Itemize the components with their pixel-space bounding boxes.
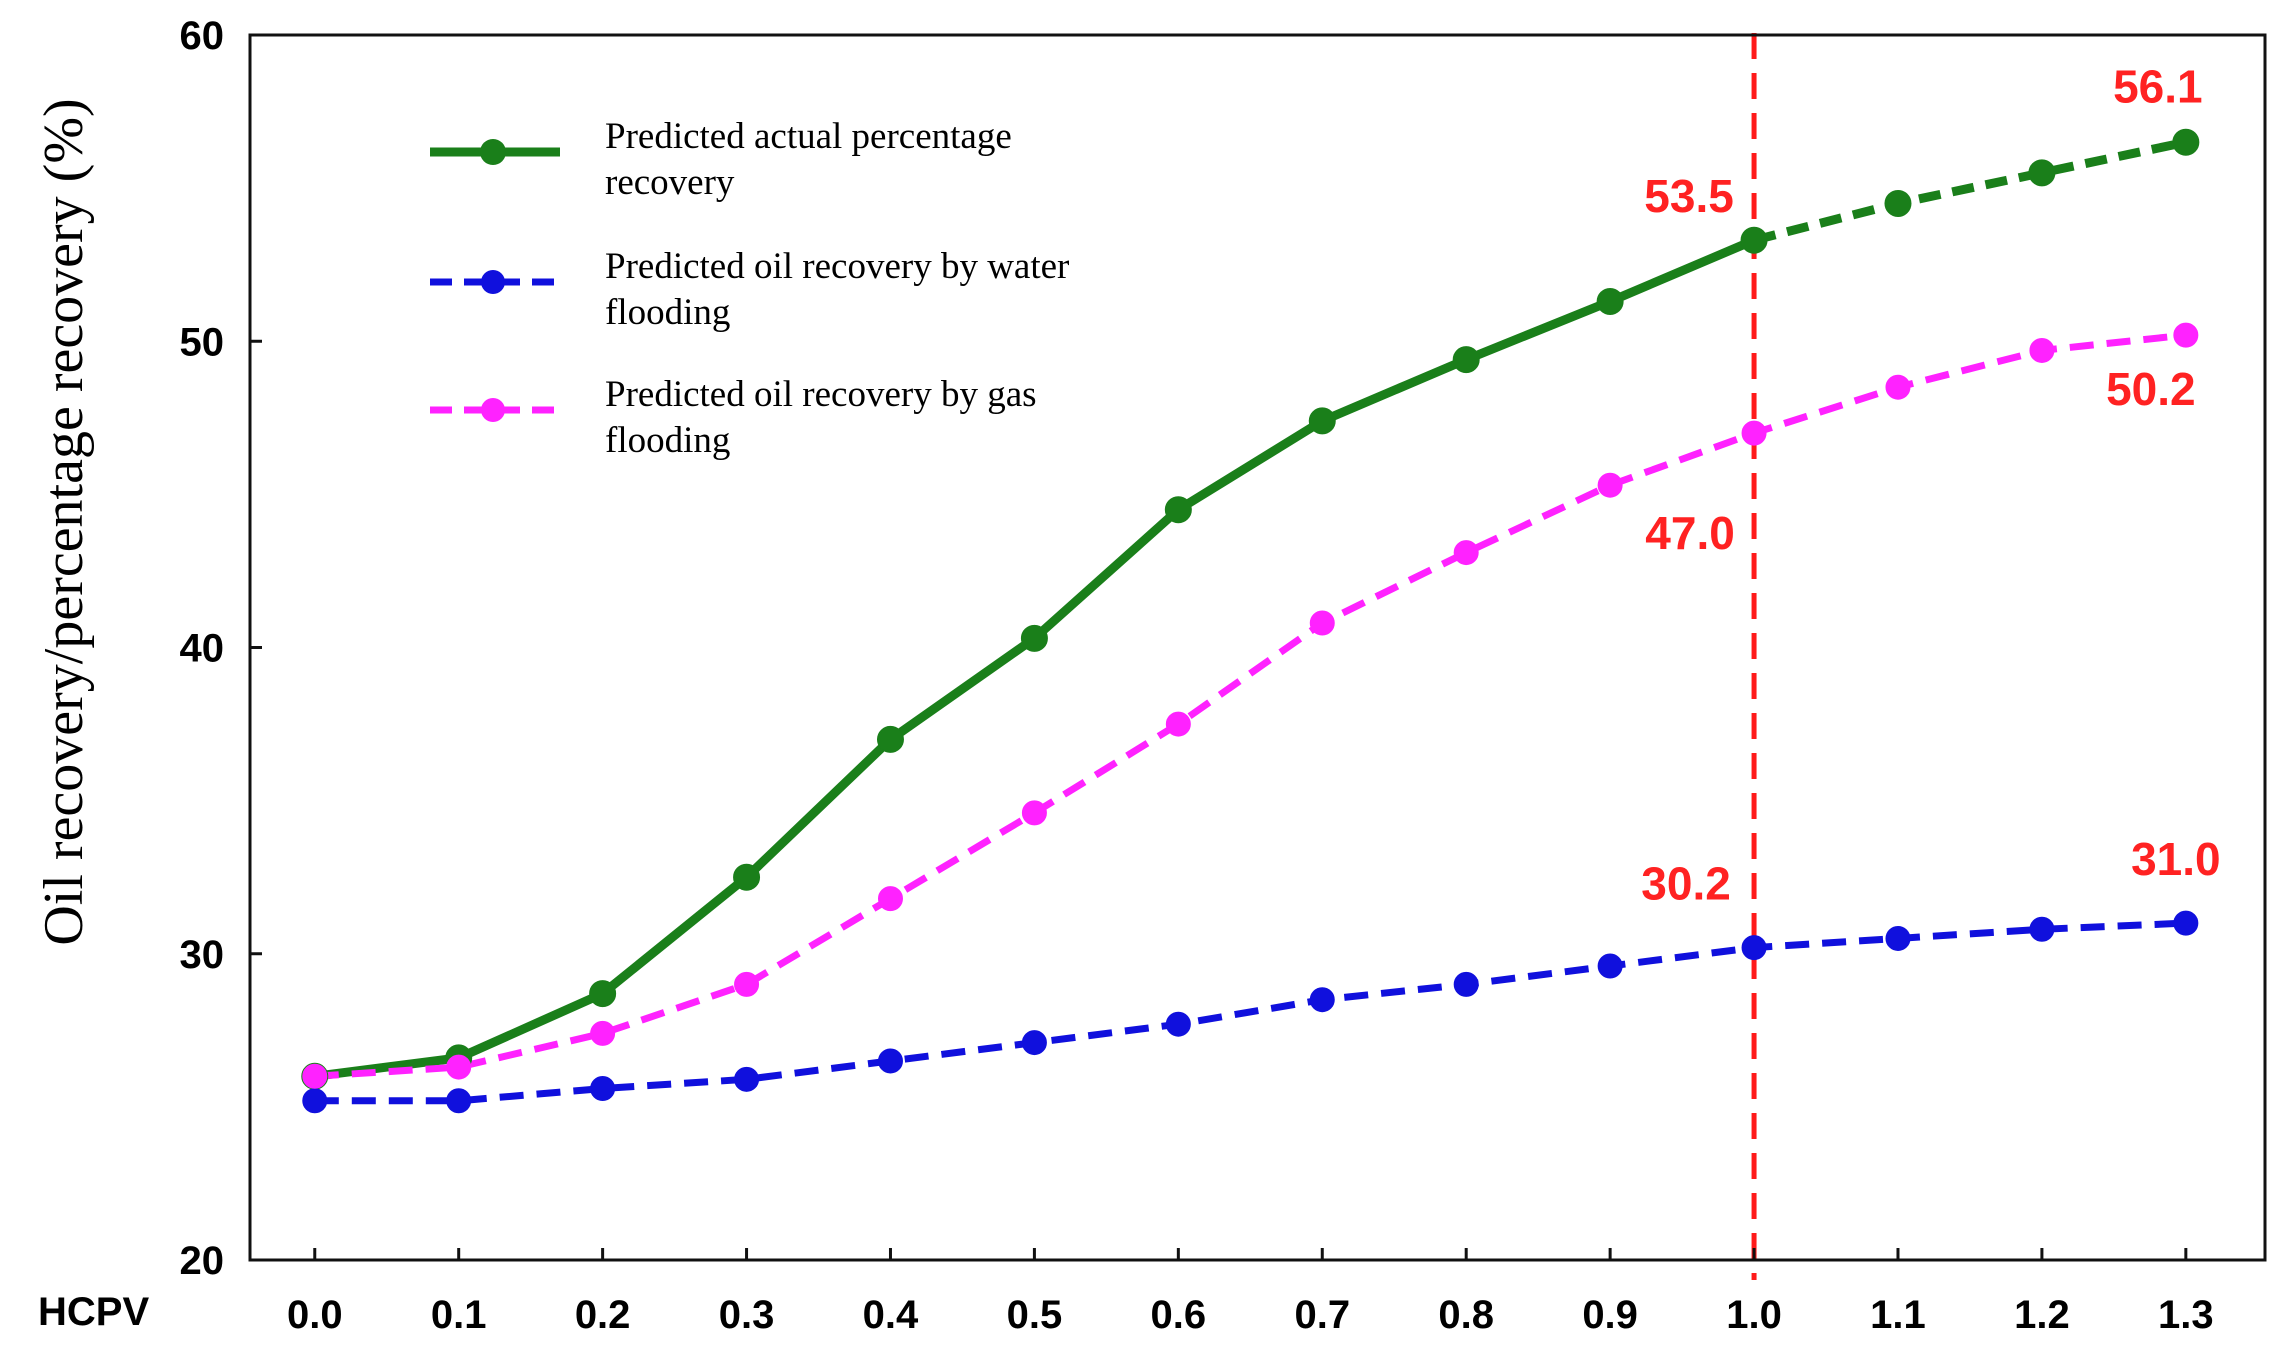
x-tick-label: 0.5	[1007, 1293, 1063, 1337]
y-tick-label: 40	[180, 627, 225, 671]
series-gas-point	[1165, 711, 1191, 737]
series-actual-point	[733, 863, 761, 891]
legend-item-gas: Predicted oil recovery by gas flooding	[430, 374, 1037, 461]
series-actual-point	[876, 725, 904, 753]
y-tick-label: 20	[180, 1239, 225, 1283]
legend-label: flooding	[605, 420, 730, 461]
series-gas-point	[1453, 540, 1479, 566]
x-tick-label: 0.3	[719, 1293, 775, 1337]
legend-marker-sample	[481, 270, 505, 294]
annotations-layer: 56.1 53.5 50.2 47.0 30.2 31.0	[1641, 60, 2220, 909]
annotation-label: 30.2	[1641, 858, 1731, 910]
legend-marker-sample	[481, 398, 505, 422]
legend-label: flooding	[605, 292, 730, 333]
tick-labels-layer: 20 30 40 50 60 0.0 0.1 0.2 0.3 0.4 0.5 0.6 0.7 0.8 0.9…	[180, 14, 2214, 1337]
legend-label: Predicted oil recovery by water	[605, 246, 1069, 287]
annotation-label: 50.2	[2106, 363, 2196, 415]
series-gas-point	[590, 1020, 616, 1046]
annotation-label: 53.5	[1644, 170, 1734, 222]
series-water-point	[1453, 971, 1479, 997]
x-tick-label: 0.0	[287, 1293, 343, 1337]
x-tick-label: 0.9	[1582, 1293, 1638, 1337]
legend-item-actual: Predicted actual percentage recovery	[430, 116, 1012, 203]
series-gas-point	[1021, 800, 1047, 826]
series-water-point	[302, 1088, 328, 1114]
x-tick-label: 0.8	[1438, 1293, 1494, 1337]
series-gas-point	[446, 1054, 472, 1080]
series-water-point	[1885, 925, 1911, 951]
x-tick-label: 0.2	[575, 1293, 631, 1337]
series-actual-point	[1740, 226, 1768, 254]
series-gas-point	[2173, 322, 2199, 348]
series-markers-layer	[301, 128, 2200, 1114]
series-water-point	[446, 1088, 472, 1114]
series-water-point	[1597, 953, 1623, 979]
legend-item-water: Predicted oil recovery by water flooding	[430, 246, 1069, 333]
y-axis-label: Oil recovery/percentage recovery (%)	[33, 98, 95, 945]
series-water-point	[1741, 935, 1767, 961]
x-tick-label: 0.7	[1294, 1293, 1350, 1337]
annotation-label: 47.0	[1645, 507, 1735, 559]
legend: Predicted actual percentagerecoveryPredi…	[430, 116, 1069, 461]
x-tick-label: 0.1	[431, 1293, 487, 1337]
y-tick-label: 60	[180, 14, 225, 58]
series-water-point	[2173, 910, 2199, 936]
series-gas-point	[1885, 374, 1911, 400]
series-water-point	[877, 1048, 903, 1074]
series-actual-point	[1308, 407, 1336, 435]
x-tick-label: 1.1	[1870, 1293, 1926, 1337]
series-gas-point	[1741, 420, 1767, 446]
x-axis-label: HCPV	[38, 1290, 149, 1334]
series-actual-point	[2028, 159, 2056, 187]
series-gas-point	[2029, 337, 2055, 363]
x-tick-label: 0.4	[863, 1293, 919, 1337]
series-actual-point	[1596, 287, 1624, 315]
x-tick-label: 1.0	[1726, 1293, 1782, 1337]
x-tick-label: 0.6	[1151, 1293, 1207, 1337]
axes-layer	[248, 33, 2267, 1262]
legend-label: recovery	[605, 162, 735, 203]
series-gas-point	[877, 886, 903, 912]
series-gas-point	[1597, 472, 1623, 498]
series-gas-point	[1309, 610, 1335, 636]
y-tick-label: 30	[180, 933, 225, 977]
x-tick-label: 1.3	[2158, 1293, 2214, 1337]
series-water-point	[1165, 1011, 1191, 1037]
legend-label: Predicted oil recovery by gas	[605, 374, 1037, 415]
series-gas-point	[302, 1063, 328, 1089]
series-actual-point	[1452, 346, 1480, 374]
series-actual-point	[1884, 189, 1912, 217]
series-actual-line-dashed	[1752, 137, 2187, 245]
legend-marker-sample	[480, 139, 506, 165]
y-tick-label: 50	[180, 320, 225, 364]
legend-label: Predicted actual percentage	[605, 116, 1012, 157]
series-water-point	[590, 1076, 616, 1101]
series-actual-point	[1164, 496, 1192, 524]
series-water-point	[1021, 1030, 1047, 1056]
series-water-point	[2029, 916, 2055, 942]
x-tick-label: 1.2	[2014, 1293, 2070, 1337]
series-water-point	[734, 1066, 760, 1092]
series-actual-point	[2172, 128, 2200, 156]
series-actual-point	[1020, 624, 1048, 652]
annotation-label: 56.1	[2113, 60, 2203, 112]
series-water-point	[1309, 987, 1335, 1013]
series-gas-point	[734, 971, 760, 997]
series-actual-point	[589, 980, 617, 1008]
series-gas-line	[314, 331, 2187, 1080]
series-water-line	[314, 919, 2186, 1105]
annotation-label: 31.0	[2131, 833, 2221, 885]
